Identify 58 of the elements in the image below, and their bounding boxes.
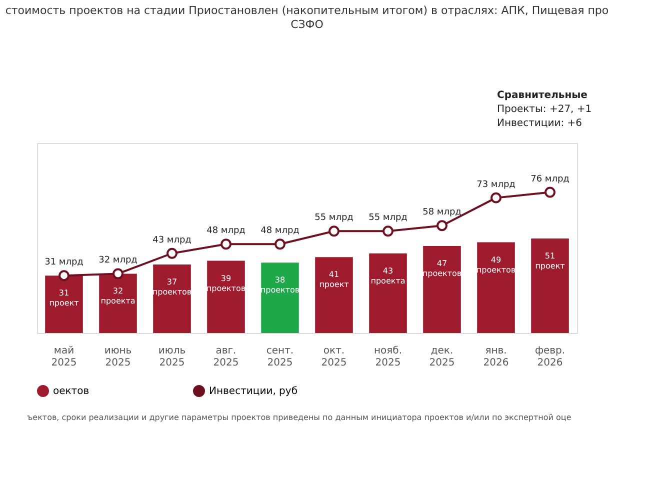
bar — [531, 238, 569, 333]
chart-subtitle: СЗФО — [290, 18, 324, 31]
x-tick-label: февр. 2026 — [534, 346, 566, 368]
x-tick-label: янв. 2026 — [483, 346, 509, 368]
x-tick-label: июнь 2025 — [104, 346, 132, 368]
data-label: 32 проекта — [100, 286, 136, 306]
point — [436, 220, 448, 232]
legend-label: Инвестиции, руб — [209, 386, 298, 397]
data-label: 48 млрд — [206, 226, 246, 236]
x-tick-label: июль 2025 — [158, 346, 186, 368]
data-label: 49 проектов — [476, 255, 516, 274]
point — [274, 238, 286, 250]
bar — [207, 260, 245, 333]
point — [382, 226, 394, 237]
data-label: 38 проектов — [260, 276, 300, 295]
data-label: 43 млрд — [152, 235, 192, 246]
point — [544, 186, 556, 198]
point — [490, 192, 502, 204]
bar — [153, 264, 191, 333]
x-tick-label: окт. 2025 — [321, 346, 347, 368]
data-label: 31 млрд — [44, 258, 84, 268]
x-tick-label: сент. 2025 — [266, 346, 294, 368]
point — [220, 238, 232, 250]
text: ъектов, сроки реализации и другие параметры проектов приведены по данным инициатора проектов и/или по экспертной оце — [27, 413, 572, 422]
bar — [369, 253, 407, 333]
chart-title: стоимость проектов на стадии Приостановлен (накопительным итогом) в отраслях: АПК, Пищевая про — [5, 4, 609, 17]
text: Проекты: +27, +1 — [497, 104, 592, 115]
bar — [315, 257, 353, 333]
x-tick-label: нояб. 2025 — [374, 346, 402, 368]
data-label: 51 проект — [535, 252, 566, 271]
bar — [45, 276, 83, 333]
data-label: 76 млрд — [530, 174, 570, 184]
data-label: 37 проектов — [152, 277, 192, 296]
text: Сравнительные — [497, 90, 588, 101]
data-label: 41 проект — [319, 270, 350, 290]
data-label: 32 млрд — [98, 256, 138, 266]
bar — [423, 246, 461, 333]
x-tick-label: авг. 2025 — [213, 346, 239, 368]
data-label: 43 проекта — [370, 266, 406, 286]
point — [58, 270, 70, 282]
data-label: 58 млрд — [422, 208, 462, 218]
bar — [477, 242, 515, 333]
x-tick-label: май 2025 — [51, 346, 77, 368]
bar — [261, 262, 299, 333]
point — [328, 226, 340, 237]
x-tick-label: дек. 2025 — [429, 346, 455, 368]
bar — [99, 274, 137, 333]
data-label: 48 млрд — [260, 226, 300, 236]
data-label: 31 проект — [49, 288, 80, 308]
data-label: 55 млрд — [314, 213, 354, 224]
legend-label: оектов — [53, 386, 90, 397]
data-label: 39 проектов — [206, 274, 246, 293]
point — [112, 268, 124, 280]
text: Инвестиции: +6 — [497, 118, 582, 129]
data-label: 73 млрд — [476, 180, 516, 190]
point — [166, 248, 178, 259]
data-label: 55 млрд — [368, 213, 408, 224]
data-label: 47 проектов — [422, 258, 462, 278]
